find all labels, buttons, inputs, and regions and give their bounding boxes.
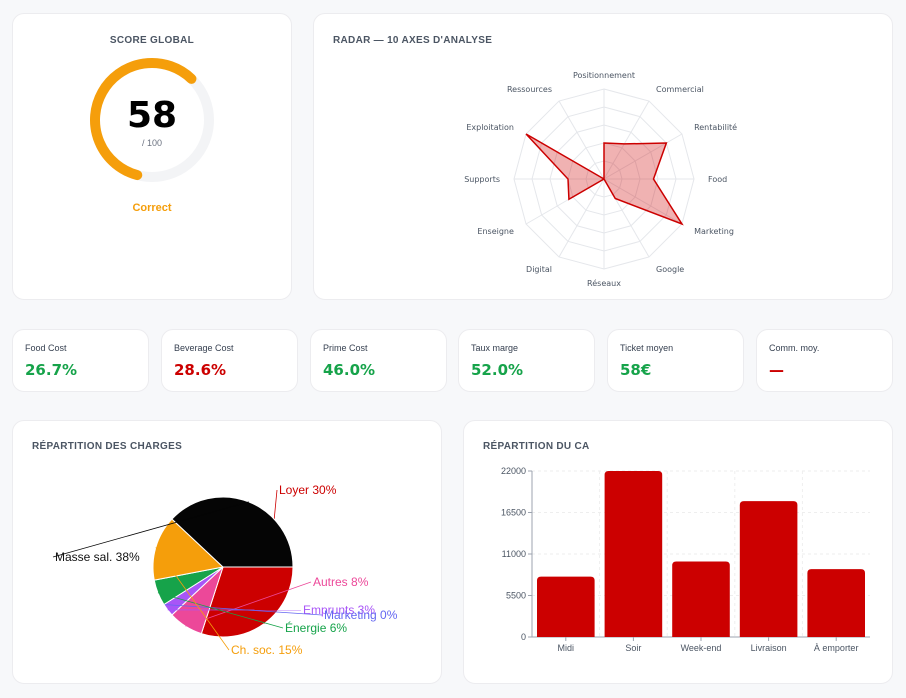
radar-spoke bbox=[558, 178, 605, 258]
pie-leader-line bbox=[163, 604, 323, 616]
kpi-label: Comm. moy. bbox=[769, 343, 820, 353]
radar-title: RADAR — 10 AXES D'ANALYSE bbox=[333, 35, 493, 46]
kpi-value: 52.0% bbox=[471, 361, 524, 379]
radar-spoke bbox=[603, 100, 650, 180]
radar-axis-label: Google bbox=[656, 265, 684, 274]
ca-title: RÉPARTITION DU CA bbox=[483, 441, 590, 452]
pie-leader-line bbox=[52, 501, 249, 558]
bar-y-tick-label: 11000 bbox=[502, 549, 526, 559]
radar-axis-label: Enseigne bbox=[477, 227, 514, 236]
radar-spoke bbox=[603, 133, 683, 180]
bar bbox=[537, 576, 595, 637]
radar-axis-label: Digital bbox=[526, 265, 552, 274]
pie-leader-line bbox=[155, 547, 230, 651]
bar bbox=[807, 569, 865, 637]
radar-axis-label: Réseaux bbox=[587, 278, 621, 288]
radar-axis-label: Rentabilité bbox=[694, 122, 737, 132]
bar-y-tick-label: 22000 bbox=[501, 466, 526, 476]
charges-card: RÉPARTITION DES CHARGES Loyer 30% Autres … bbox=[12, 420, 442, 684]
pie-slice-label: Emprunts 3% bbox=[303, 603, 375, 617]
pie-slice-label: Ch. soc. 15% bbox=[231, 643, 303, 657]
kpi-prime-cost: Prime Cost 46.0% bbox=[310, 329, 447, 392]
radar-axis-label: Commercial bbox=[656, 85, 704, 94]
score-card: SCORE GLOBAL 58 / 100 Correct bbox=[12, 13, 292, 300]
pie-leader-line bbox=[157, 592, 284, 629]
radar-spoke bbox=[558, 100, 605, 180]
kpi-value: 58€ bbox=[620, 361, 652, 379]
pie-slice-label: Autres 8% bbox=[313, 575, 369, 589]
ca-card: RÉPARTITION DU CA 0 5500 11000 16500 22000 Mi… bbox=[463, 420, 893, 684]
kpi-label: Beverage Cost bbox=[174, 343, 234, 353]
pie-slice-label: Énergie 6% bbox=[285, 620, 347, 635]
kpi-beverage-cost: Beverage Cost 28.6% bbox=[161, 329, 298, 392]
kpi-taux-marge: Taux marge 52.0% bbox=[458, 329, 595, 392]
bar-x-tick-label: À emporter bbox=[814, 643, 859, 653]
kpi-food-cost: Food Cost 26.7% bbox=[12, 329, 149, 392]
radar-card: RADAR — 10 AXES D'ANALYSE Positionnement… bbox=[313, 13, 893, 300]
kpi-value: 26.7% bbox=[25, 361, 78, 379]
radar-axis-label: Marketing bbox=[694, 227, 734, 236]
bar-y-tick-label: 5500 bbox=[506, 591, 526, 601]
kpi-ticket-moyen: Ticket moyen 58€ bbox=[607, 329, 744, 392]
bar-x-tick-label: Week-end bbox=[681, 643, 722, 653]
kpi-value: 28.6% bbox=[174, 361, 227, 379]
radar-axis-label: Positionnement bbox=[573, 71, 635, 80]
ca-bar-chart: 0 5500 11000 16500 22000 Midi Soir Week-end Livr… bbox=[501, 466, 870, 653]
bar bbox=[739, 501, 798, 637]
kpi-value: 46.0% bbox=[323, 361, 376, 379]
score-status: Correct bbox=[132, 202, 172, 214]
bar bbox=[672, 561, 730, 637]
charges-pie-chart: Loyer 30% Autres 8% Emprunts 3%Marketing 0… bbox=[52, 483, 398, 657]
pie-slice-label: Loyer 30% bbox=[279, 483, 337, 497]
score-value: 58 bbox=[126, 95, 178, 136]
radar-axis-label: Exploitation bbox=[466, 123, 514, 132]
bar-y-tick-label: 0 bbox=[521, 632, 526, 642]
radar-spoke bbox=[603, 178, 683, 225]
score-max: / 100 bbox=[141, 138, 163, 148]
kpi-label: Food Cost bbox=[25, 343, 67, 353]
bar-x-tick-label: Soir bbox=[625, 643, 641, 653]
bar bbox=[604, 471, 663, 637]
kpi-comm-moy: Comm. moy. — bbox=[756, 329, 893, 392]
radar-chart: Positionnement Commercial Rentabilité Food M… bbox=[464, 71, 737, 288]
bar-x-tick-label: Midi bbox=[558, 643, 575, 653]
radar-axis-label: Supports bbox=[464, 175, 500, 184]
pie-slice bbox=[171, 496, 294, 568]
bar-y-tick-label: 16500 bbox=[501, 508, 526, 518]
pie-slice-label: Marketing 0% bbox=[324, 608, 398, 622]
radar-area bbox=[525, 133, 684, 226]
charges-title: RÉPARTITION DES CHARGES bbox=[32, 441, 183, 452]
score-gauge bbox=[90, 58, 214, 182]
gauge-fill bbox=[90, 58, 197, 181]
radar-axis-label: Food bbox=[708, 175, 727, 184]
kpi-label: Taux marge bbox=[471, 343, 519, 353]
kpi-label: Ticket moyen bbox=[620, 343, 674, 353]
radar-axis-label: Ressources bbox=[507, 85, 552, 94]
score-title: SCORE GLOBAL bbox=[109, 35, 195, 46]
kpi-label: Prime Cost bbox=[323, 343, 368, 353]
kpi-value: — bbox=[769, 361, 784, 379]
bar-x-tick-label: Livraison bbox=[751, 643, 787, 653]
pie-slice-label: Masse sal. 38% bbox=[55, 550, 140, 564]
